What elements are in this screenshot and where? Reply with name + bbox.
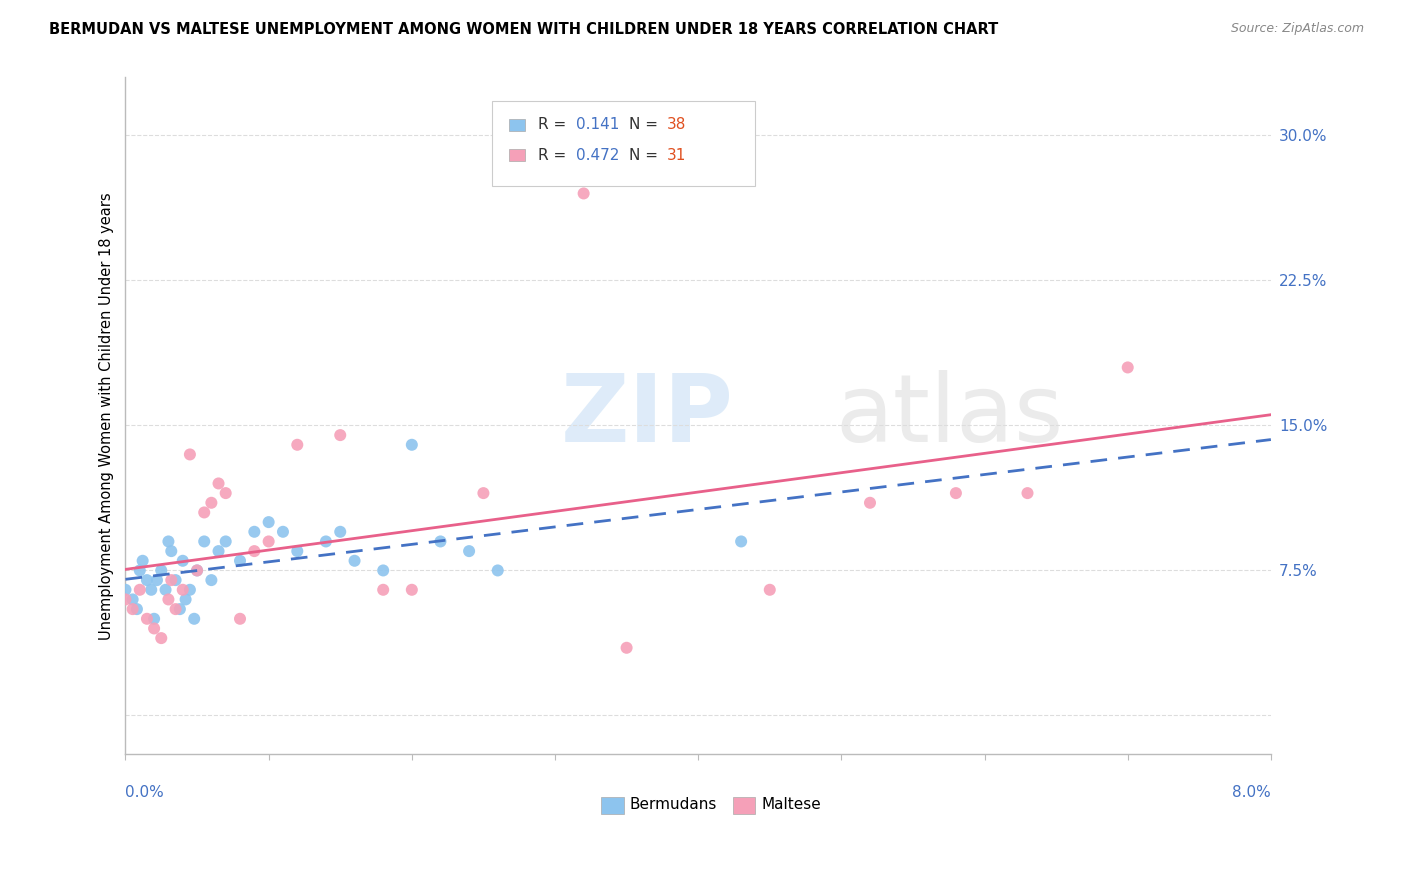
Point (285, 544, 308, 558)
Point (945, 486, 967, 500)
Point (114, 592, 136, 607)
Text: 0.0%: 0.0% (125, 785, 165, 799)
Point (429, 534, 451, 549)
Point (157, 534, 180, 549)
Point (401, 438, 423, 452)
Text: ZIP: ZIP (561, 370, 734, 462)
Text: 8.0%: 8.0% (1232, 785, 1271, 799)
Point (200, 496, 222, 510)
Point (160, 544, 183, 558)
Point (165, 602, 187, 616)
Text: atlas: atlas (835, 370, 1064, 462)
Text: 38: 38 (668, 118, 686, 132)
Point (758, 582, 780, 597)
Point (243, 524, 266, 539)
Text: 0.141: 0.141 (575, 118, 619, 132)
Point (150, 564, 173, 578)
Point (183, 612, 205, 626)
FancyBboxPatch shape (733, 797, 755, 814)
Point (179, 582, 201, 597)
Point (373, 564, 395, 578)
Point (200, 573, 222, 587)
Point (172, 582, 194, 597)
Point (136, 573, 159, 587)
Point (193, 534, 215, 549)
Point (160, 573, 183, 587)
Point (859, 496, 882, 510)
Point (229, 612, 252, 626)
FancyBboxPatch shape (509, 149, 524, 161)
Point (172, 554, 194, 568)
Point (215, 486, 238, 500)
Point (121, 592, 143, 607)
Point (329, 524, 352, 539)
Point (215, 534, 238, 549)
Point (1116, 360, 1139, 375)
Point (125, 602, 148, 616)
Point (114, 582, 136, 597)
Text: Bermudans: Bermudans (630, 797, 717, 813)
Point (121, 602, 143, 616)
Point (207, 544, 229, 558)
Point (257, 534, 280, 549)
Point (179, 447, 201, 461)
Point (373, 582, 395, 597)
Text: Maltese: Maltese (761, 797, 821, 813)
Point (193, 505, 215, 519)
Point (141, 582, 163, 597)
Point (285, 438, 308, 452)
Point (1017, 486, 1039, 500)
Point (572, 186, 595, 201)
Point (343, 554, 366, 568)
Y-axis label: Unemployment Among Women with Children Under 18 years: Unemployment Among Women with Children U… (100, 192, 114, 640)
Point (257, 515, 280, 529)
Point (174, 592, 197, 607)
Text: R =: R = (538, 118, 571, 132)
FancyBboxPatch shape (492, 101, 755, 186)
Point (243, 544, 266, 558)
Point (165, 573, 187, 587)
Point (229, 554, 252, 568)
Text: N =: N = (630, 148, 664, 162)
Point (186, 564, 208, 578)
Point (150, 631, 173, 645)
Point (186, 564, 208, 578)
Point (155, 582, 177, 597)
Text: 31: 31 (668, 148, 686, 162)
Point (472, 486, 495, 500)
Point (131, 554, 153, 568)
Point (136, 612, 159, 626)
Text: Source: ZipAtlas.com: Source: ZipAtlas.com (1230, 22, 1364, 36)
Point (401, 582, 423, 597)
Point (128, 564, 150, 578)
Text: 0.472: 0.472 (575, 148, 619, 162)
Point (271, 524, 294, 539)
Point (329, 428, 352, 442)
Point (146, 573, 169, 587)
Text: BERMUDAN VS MALTESE UNEMPLOYMENT AMONG WOMEN WITH CHILDREN UNDER 18 YEARS CORREL: BERMUDAN VS MALTESE UNEMPLOYMENT AMONG W… (49, 22, 998, 37)
Point (616, 640, 638, 655)
Point (458, 544, 481, 558)
Point (169, 602, 191, 616)
Point (143, 612, 166, 626)
Text: R =: R = (538, 148, 571, 162)
Point (730, 534, 752, 549)
FancyBboxPatch shape (600, 797, 624, 814)
Point (157, 592, 180, 607)
Point (143, 622, 166, 636)
Point (486, 564, 509, 578)
Point (315, 534, 337, 549)
FancyBboxPatch shape (509, 119, 524, 131)
Text: N =: N = (630, 118, 664, 132)
Point (207, 476, 229, 491)
Point (128, 582, 150, 597)
